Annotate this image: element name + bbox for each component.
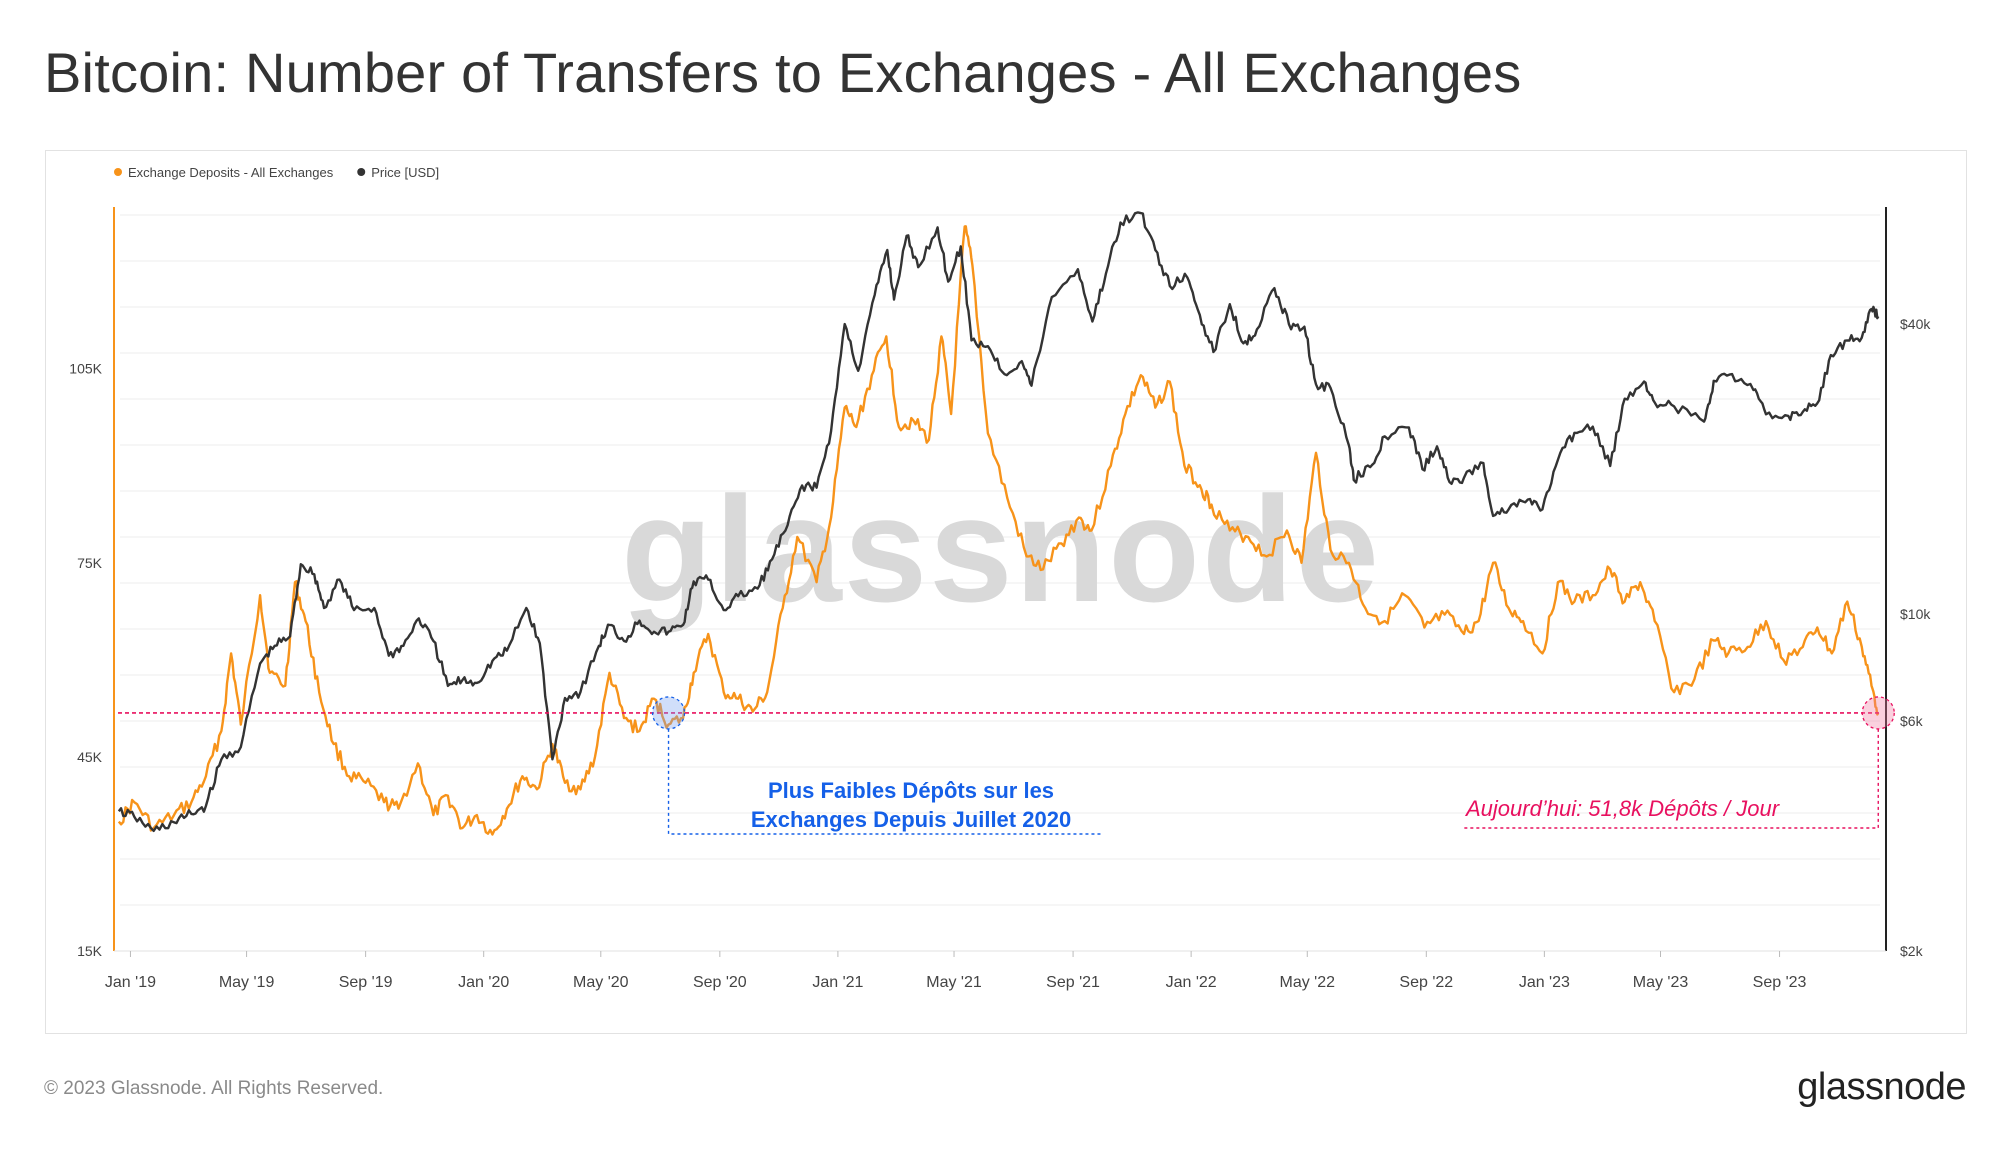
annotation-text-lowest: Exchanges Depuis Juillet 2020 — [751, 807, 1071, 832]
x-tick-label: Jan '19 — [105, 974, 156, 991]
x-tick-label: May '22 — [1280, 974, 1336, 991]
x-tick-label: Sep '20 — [693, 974, 747, 991]
watermark-text: glassnode — [621, 465, 1381, 633]
chart: glassnode 15K 45K 75K 105K $2k $6k $10k $40k Jan … — [69, 165, 1931, 991]
y-right-tick-label: $40k — [1900, 316, 1931, 332]
x-tick-label: Sep '19 — [339, 974, 393, 991]
x-tick-label: Jan '23 — [1519, 974, 1570, 991]
y-left-tick-label: 105K — [69, 361, 102, 377]
x-tick-label: Sep '21 — [1046, 974, 1100, 991]
chart-panel: glassnode 15K 45K 75K 105K $2k $6k $10k $40k Jan … — [45, 150, 1967, 1034]
legend-marker — [357, 168, 366, 176]
x-tick-label: Sep '22 — [1399, 974, 1453, 991]
x-tick-label: Jan '21 — [812, 974, 863, 991]
legend-marker — [114, 168, 122, 176]
x-tick-label: Sep '23 — [1753, 974, 1807, 991]
y-right-tick-label: $2k — [1900, 943, 1924, 959]
annotation-text-lowest: Plus Faibles Dépôts sur les — [768, 778, 1054, 803]
y-right-tick-label: $6k — [1900, 713, 1924, 729]
legend-label: Price [USD] — [371, 165, 439, 180]
annotation-text-today: Aujourd’hui: 51,8k Dépôts / Jour — [1464, 796, 1781, 821]
y-right-tick-label: $10k — [1900, 606, 1931, 622]
x-tick-label: Jan '22 — [1166, 974, 1217, 991]
legend-label: Exchange Deposits - All Exchanges — [128, 165, 334, 180]
annotation-marker-today — [1861, 696, 1895, 730]
series-line-price — [117, 211, 1880, 833]
y-left-tick-label: 45K — [77, 749, 103, 765]
y-left-tick-label: 15K — [77, 943, 103, 959]
x-tick-label: May '23 — [1633, 974, 1689, 991]
x-tick-label: May '19 — [219, 974, 275, 991]
footer-brand-logo[interactable]: glassnode — [1797, 1066, 1966, 1108]
series-line-exchange-deposits — [117, 225, 1880, 836]
x-tick-label: May '21 — [926, 974, 982, 991]
footer-copyright: © 2023 Glassnode. All Rights Reserved. — [44, 1078, 384, 1099]
x-tick-label: May '20 — [573, 974, 629, 991]
y-left-tick-label: 75K — [77, 555, 103, 571]
page-title: Bitcoin: Number of Transfers to Exchange… — [44, 41, 1522, 104]
annotation-marker-lowest — [651, 696, 686, 730]
x-tick-label: Jan '20 — [458, 974, 509, 991]
